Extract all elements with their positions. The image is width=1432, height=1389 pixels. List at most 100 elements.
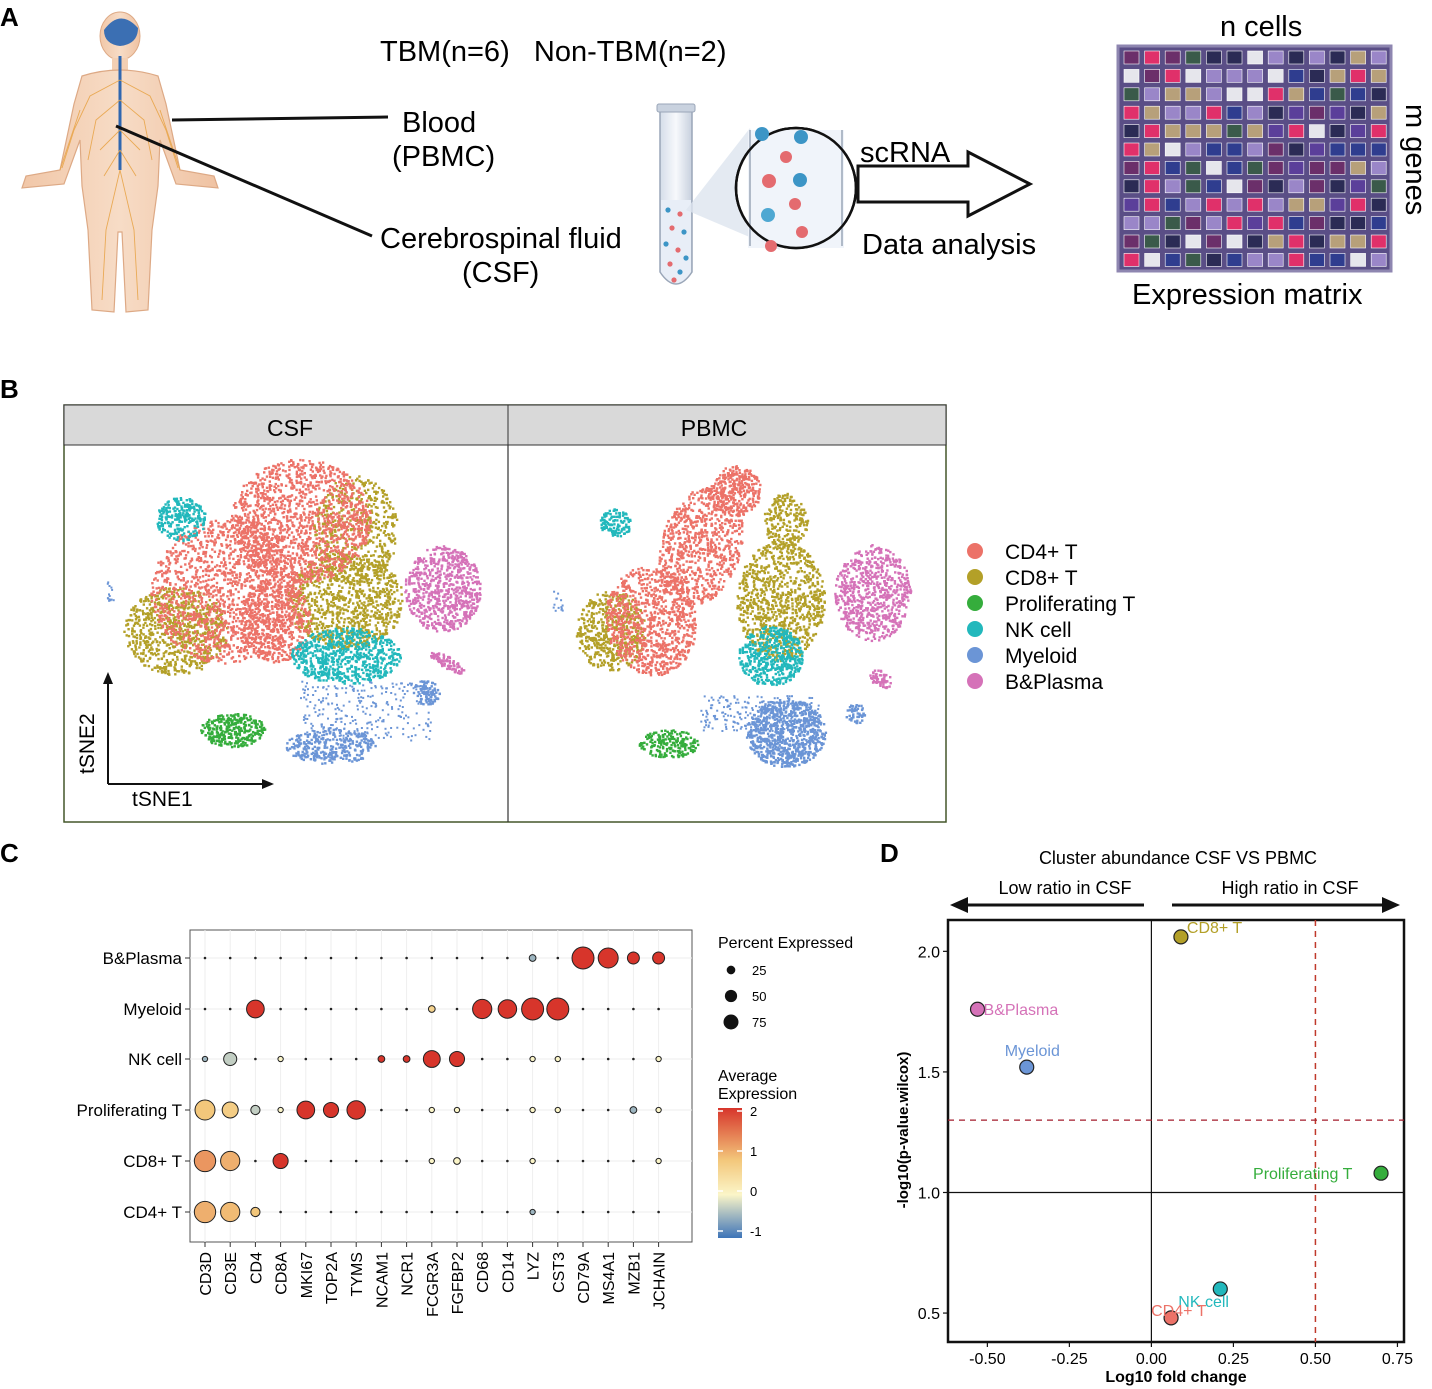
tsne-cell-point xyxy=(346,517,349,520)
tsne-cell-point xyxy=(218,625,221,628)
tsne-cell-point xyxy=(134,645,137,649)
tsne-cell-point xyxy=(382,604,385,607)
matrix-cell xyxy=(1329,69,1346,83)
tsne-cell-point xyxy=(220,612,224,615)
tsne-cell-point xyxy=(336,541,339,544)
tsne-cell-point xyxy=(261,514,264,517)
tsne-cell-point xyxy=(371,634,375,638)
tsne-cell-point xyxy=(212,641,216,645)
tsne-cell-point xyxy=(386,595,390,598)
tsne-cell-point xyxy=(183,623,186,626)
tsne-cell-point xyxy=(181,611,184,614)
tsne-cell-point xyxy=(187,602,190,606)
tsne-cell-point xyxy=(327,602,330,606)
tsne-cell-point xyxy=(310,501,313,504)
tsne-cell-point xyxy=(199,618,202,621)
tsne-cell-point xyxy=(237,519,240,522)
tsne-cell-point xyxy=(372,554,375,557)
tsne-cell-point xyxy=(247,513,250,516)
tsne-cell-point xyxy=(289,479,292,482)
tsne-cell-point xyxy=(160,602,163,606)
tsne-cell-point xyxy=(370,505,373,508)
tsne-cell-point xyxy=(383,530,386,533)
tsne-cell-point xyxy=(200,615,203,618)
tsne-cell-point xyxy=(324,544,327,547)
tsne-cell-point xyxy=(314,495,318,498)
panel-label-b: B xyxy=(0,374,19,404)
tsne-cell-point xyxy=(360,547,363,550)
tsne-cell-point xyxy=(217,533,220,537)
tsne-cell-point xyxy=(183,644,187,647)
tsne-cell-point xyxy=(348,600,351,603)
tsne-cell-point xyxy=(263,497,266,500)
tsne-cell-point xyxy=(290,577,294,580)
tsne-cell-point xyxy=(382,574,385,577)
tsne-cell-point xyxy=(300,578,303,581)
tsne-cell-point xyxy=(205,618,208,621)
tsne-cell-point xyxy=(244,493,247,496)
tsne-cell-point xyxy=(353,560,356,564)
tsne-cell-point xyxy=(381,632,385,635)
tsne-cell-point xyxy=(292,577,296,581)
tsne-cell-point xyxy=(187,671,191,674)
tsne-cell-point xyxy=(382,515,386,519)
tsne-cell-point xyxy=(367,516,370,519)
tsne-cell-point xyxy=(229,578,232,581)
tsne-cell-point xyxy=(176,557,179,561)
tsne-cell-point xyxy=(174,543,177,546)
tsne-cell-point xyxy=(317,579,320,582)
tsne-cell-point xyxy=(292,598,296,602)
facet-title-csf: CSF xyxy=(267,415,313,441)
tsne-cell-point xyxy=(182,587,185,590)
tsne-cell-point xyxy=(310,604,313,607)
tsne-cell-point xyxy=(363,611,366,614)
tsne-cell-point xyxy=(381,556,384,559)
tsne-cell-point xyxy=(254,573,258,577)
tsne-cell-point xyxy=(280,553,284,557)
tsne-cell-point xyxy=(316,634,320,637)
tsne-cell-point xyxy=(341,586,344,589)
tsne-cell-point xyxy=(132,609,136,612)
tsne-cell-point xyxy=(235,524,238,527)
tsne-cell-point xyxy=(384,605,387,609)
tsne-cell-point xyxy=(254,563,257,566)
tsne-cell-point xyxy=(279,566,283,570)
tsne-cell-point xyxy=(192,616,195,619)
tsne-cell-point xyxy=(365,530,368,533)
tsne-cell-point xyxy=(181,630,185,633)
tsne-cell-point xyxy=(359,516,362,519)
tsne-cell-point xyxy=(204,640,207,643)
tsne-cell-point xyxy=(265,553,268,556)
tsne-cell-point xyxy=(195,581,198,585)
tsne-cell-point xyxy=(337,555,340,559)
matrix-cell xyxy=(1226,124,1243,138)
tsne-cell-point xyxy=(150,616,153,620)
tsne-cell-point xyxy=(326,490,329,493)
tsne-cell-point xyxy=(290,531,294,534)
tsne-cell-point xyxy=(316,514,320,517)
tsne-cell-point xyxy=(360,519,363,522)
tsne-cell-point xyxy=(347,555,351,558)
tsne-cell-point xyxy=(149,627,153,631)
tsne-cell-point xyxy=(205,583,209,586)
tsne-cell-point xyxy=(182,579,185,582)
tsne-cell-point xyxy=(371,487,375,490)
tsne-cell-point xyxy=(237,590,240,594)
tsne-cell-point xyxy=(283,625,286,628)
tsne-cell-point xyxy=(273,516,276,520)
tsne-cell-point xyxy=(338,567,341,570)
tsne-cell-point xyxy=(222,628,225,632)
tsne-cell-point xyxy=(187,638,190,641)
tsne-cell-point xyxy=(261,494,264,497)
tsne-cell-point xyxy=(190,624,193,628)
tsne-cell-point xyxy=(194,630,197,633)
tsne-cell-point xyxy=(184,670,187,673)
tsne-cell-point xyxy=(310,504,313,508)
tsne-cell-point xyxy=(384,631,388,634)
tsne-cell-point xyxy=(257,519,260,522)
tsne-cell-point xyxy=(299,499,302,502)
tsne-cell-point xyxy=(203,606,206,610)
tsne-cell-point xyxy=(310,599,314,602)
tsne-cell-point xyxy=(151,668,154,671)
tsne-cell-point xyxy=(134,644,137,647)
